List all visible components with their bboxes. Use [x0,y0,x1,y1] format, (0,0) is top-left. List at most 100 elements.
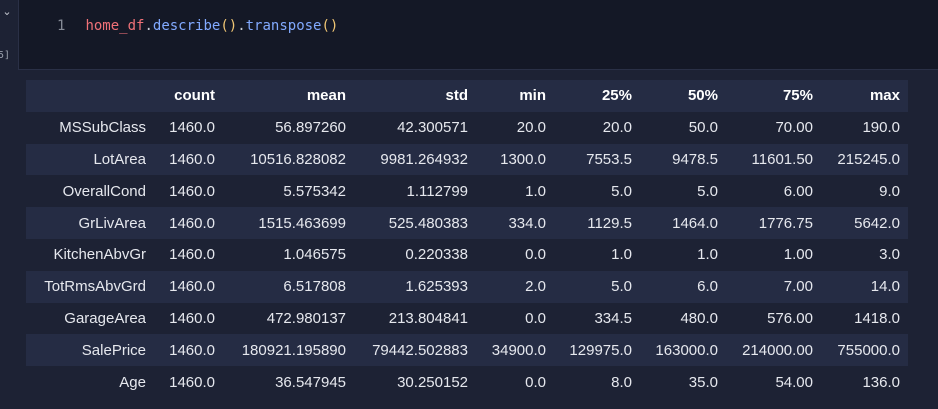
cell-min: 334.0 [508,214,546,232]
cell-count: 1460.0 [169,246,215,264]
table-row: KitchenAbvGr 1460.0 1.046575 0.220338 0.0 1.0… [26,238,908,271]
cell-25pct: 334.5 [594,309,632,327]
cell-min: 1.0 [525,182,546,200]
cell-mean: 472.980137 [266,309,346,327]
header-50pct: 50% [687,87,718,105]
code-token-parens: () [220,18,238,34]
cell-mean: 1.046575 [283,246,346,264]
cell-count: 1460.0 [169,214,215,232]
cell-75pct: 1.00 [783,246,813,264]
cell-75pct: 576.00 [767,309,813,327]
table-row: GarageArea 1460.0 472.980137 213.804841 0.0 3… [26,302,908,335]
cell-count: 1460.0 [169,182,215,200]
cell-max: 215245.0 [837,150,900,168]
row-index-label: LotArea [93,150,146,168]
dataframe-table: count mean std min 25% 50% 75% max MSSub… [26,80,908,398]
line-number: 1 [57,18,66,34]
cell-25pct: 8.0 [611,373,632,391]
cell-75pct: 70.00 [775,119,813,137]
code-line[interactable]: 1 home_df.describe().transpose() [57,18,338,34]
code-token-variable: home_df [85,18,145,34]
row-index-label: KitchenAbvGr [53,246,146,264]
header-min: min [519,87,546,105]
cell-max: 14.0 [870,278,900,296]
cell-count: 1460.0 [169,150,215,168]
cell-std: 30.250152 [397,373,468,391]
cell-75pct: 6.00 [783,182,813,200]
cell-min: 0.0 [525,373,546,391]
cell-output: count mean std min 25% 50% 75% max MSSub… [26,80,908,398]
cell-25pct: 20.0 [602,119,632,137]
cell-50pct: 1.0 [697,246,718,264]
cell-count: 1460.0 [169,119,215,137]
header-std: std [445,87,469,105]
cell-mean: 5.575342 [283,182,346,200]
cell-count: 1460.0 [169,373,215,391]
header-index [26,80,146,112]
code-token-parens: () [321,18,339,34]
table-header-row: count mean std min 25% 50% 75% max [26,80,908,112]
row-index-label: GrLivArea [78,214,146,232]
code-token-function: describe [152,18,221,34]
cell-min: 1300.0 [500,150,546,168]
cell-mean: 1515.463699 [258,214,346,232]
cell-std: 42.300571 [397,119,468,137]
cell-50pct: 1464.0 [672,214,718,232]
cell-std: 1.625393 [405,278,468,296]
cell-50pct: 50.0 [688,119,718,137]
cell-75pct: 1776.75 [758,214,813,232]
cell-min: 20.0 [516,119,546,137]
code-token-dot: . [144,18,153,34]
header-count: count [174,87,215,105]
cell-std: 9981.264932 [380,150,468,168]
row-index-label: MSSubClass [59,119,146,137]
cell-25pct: 7553.5 [586,150,632,168]
cell-25pct: 5.0 [611,278,632,296]
cell-50pct: 35.0 [688,373,718,391]
cell-50pct: 6.0 [697,278,718,296]
execution-count: 5] [0,50,11,61]
cell-mean: 36.547945 [275,373,346,391]
cell-50pct: 163000.0 [655,341,718,359]
cell-max: 755000.0 [837,341,900,359]
cell-25pct: 129975.0 [569,341,632,359]
table-row: LotArea 1460.0 10516.828082 9981.264932 1300… [26,143,908,176]
table-body: MSSubClass 1460.0 56.897260 42.300571 20.0 20… [26,111,908,398]
cell-50pct: 5.0 [697,182,718,200]
table-row: SalePrice 1460.0 180921.195890 79442.502883… [26,334,908,367]
cell-max: 5642.0 [854,214,900,232]
cell-max: 190.0 [862,119,900,137]
cell-std: 525.480383 [388,214,468,232]
cell-std: 1.112799 [406,182,468,200]
chevron-down-icon[interactable]: ⌄ [2,5,12,18]
code-token-function: transpose [245,18,322,34]
cell-50pct: 480.0 [680,309,718,327]
cell-25pct: 5.0 [611,182,632,200]
cell-75pct: 11601.50 [751,150,813,168]
cell-25pct: 1129.5 [587,214,632,232]
cell-max: 3.0 [879,246,900,264]
cell-min: 2.0 [525,278,546,296]
header-mean: mean [306,87,346,105]
cell-std: 79442.502883 [372,341,468,359]
table-row: OverallCond 1460.0 5.575342 1.112799 1.0 5.0 5… [26,175,908,208]
code-token-dot: . [237,18,246,34]
cell-75pct: 54.00 [775,373,813,391]
row-index-label: SalePrice [81,341,146,359]
cell-max: 136.0 [862,373,900,391]
row-index-label: Age [119,373,146,391]
cell-count: 1460.0 [169,309,215,327]
cell-mean: 6.517808 [283,278,346,296]
cell-std: 0.220338 [405,246,468,264]
cell-count: 1460.0 [169,341,215,359]
header-75pct: 75% [782,87,813,105]
table-row: TotRmsAbvGrd 1460.0 6.517808 1.625393 2.0 5.0… [26,270,908,303]
cell-mean: 56.897260 [275,119,346,137]
code-cell[interactable]: 1 home_df.describe().transpose() [18,0,938,70]
header-25pct: 25% [601,87,632,105]
header-max: max [869,87,900,105]
cell-mean: 10516.828082 [250,150,346,168]
cell-min: 0.0 [525,246,546,264]
row-index-label: TotRmsAbvGrd [44,278,146,296]
